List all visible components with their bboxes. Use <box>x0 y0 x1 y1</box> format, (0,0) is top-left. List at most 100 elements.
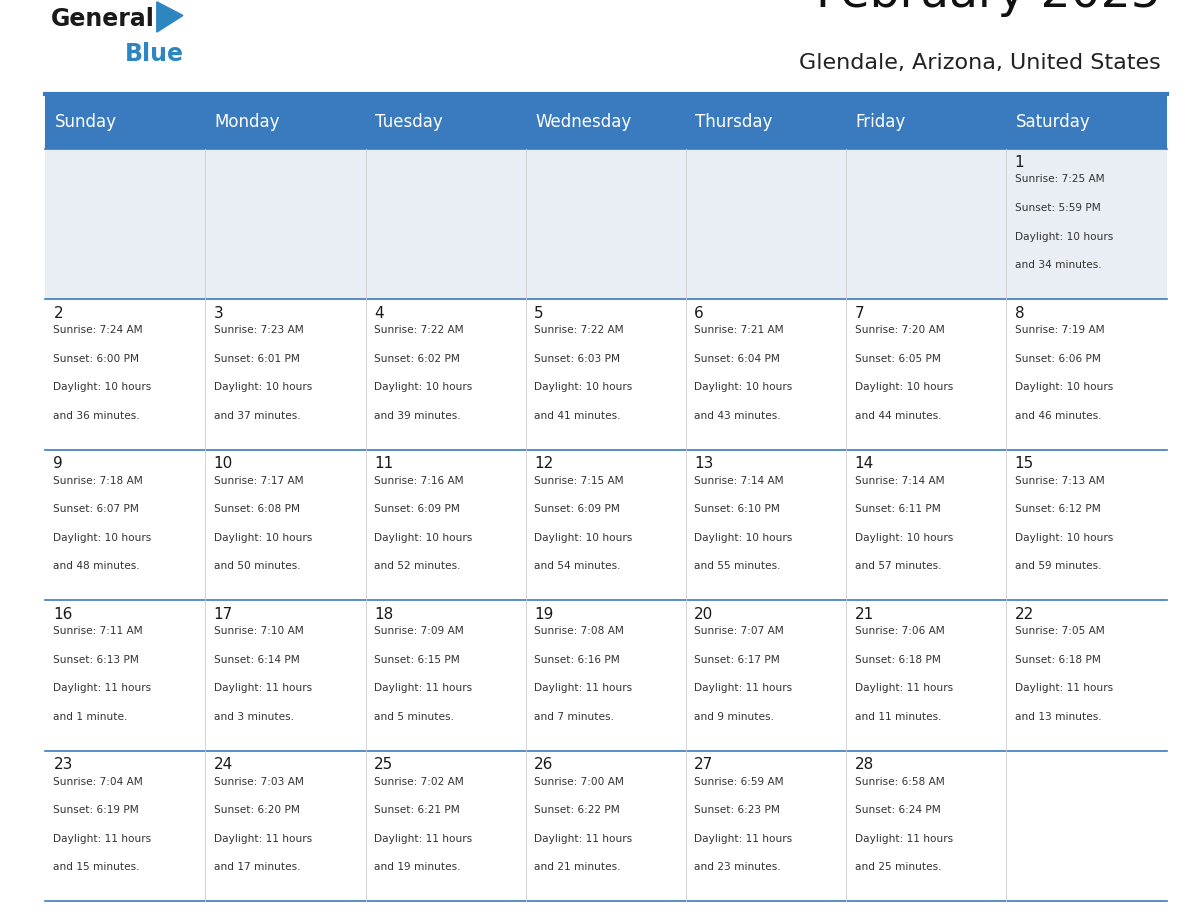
Text: 26: 26 <box>535 757 554 772</box>
Text: and 52 minutes.: and 52 minutes. <box>374 561 461 571</box>
Text: Sunrise: 7:00 AM: Sunrise: 7:00 AM <box>535 777 624 787</box>
Text: 27: 27 <box>694 757 714 772</box>
Text: Daylight: 10 hours: Daylight: 10 hours <box>214 532 312 543</box>
Text: Sunrise: 7:17 AM: Sunrise: 7:17 AM <box>214 476 303 486</box>
Text: Daylight: 10 hours: Daylight: 10 hours <box>1015 231 1113 241</box>
Text: Daylight: 10 hours: Daylight: 10 hours <box>535 382 632 392</box>
Text: February 2025: February 2025 <box>816 0 1161 17</box>
Text: Sunrise: 6:58 AM: Sunrise: 6:58 AM <box>854 777 944 787</box>
Text: and 57 minutes.: and 57 minutes. <box>854 561 941 571</box>
Text: Sunset: 6:04 PM: Sunset: 6:04 PM <box>694 353 781 364</box>
Text: 11: 11 <box>374 456 393 471</box>
Text: and 34 minutes.: and 34 minutes. <box>1015 260 1101 270</box>
Text: Sunset: 6:01 PM: Sunset: 6:01 PM <box>214 353 299 364</box>
Text: 6: 6 <box>694 306 704 320</box>
Text: Sunset: 6:05 PM: Sunset: 6:05 PM <box>854 353 941 364</box>
Text: and 13 minutes.: and 13 minutes. <box>1015 711 1101 722</box>
Text: Sunrise: 7:14 AM: Sunrise: 7:14 AM <box>694 476 784 486</box>
Text: and 11 minutes.: and 11 minutes. <box>854 711 941 722</box>
Text: Daylight: 11 hours: Daylight: 11 hours <box>374 683 472 693</box>
Text: and 50 minutes.: and 50 minutes. <box>214 561 301 571</box>
Text: Sunrise: 7:14 AM: Sunrise: 7:14 AM <box>854 476 944 486</box>
Text: Sunset: 6:10 PM: Sunset: 6:10 PM <box>694 504 781 514</box>
Text: Daylight: 11 hours: Daylight: 11 hours <box>214 683 311 693</box>
Text: Sunset: 6:11 PM: Sunset: 6:11 PM <box>854 504 940 514</box>
Text: 23: 23 <box>53 757 72 772</box>
Text: Sunset: 6:00 PM: Sunset: 6:00 PM <box>53 353 139 364</box>
Text: Daylight: 10 hours: Daylight: 10 hours <box>53 532 152 543</box>
Text: 15: 15 <box>1015 456 1034 471</box>
Text: Sunset: 6:20 PM: Sunset: 6:20 PM <box>214 805 299 815</box>
Text: Saturday: Saturday <box>1016 113 1091 131</box>
Text: 16: 16 <box>53 607 72 621</box>
Text: Glendale, Arizona, United States: Glendale, Arizona, United States <box>798 52 1161 73</box>
Text: Sunrise: 7:24 AM: Sunrise: 7:24 AM <box>53 325 143 335</box>
Text: Daylight: 11 hours: Daylight: 11 hours <box>694 683 792 693</box>
Text: Sunrise: 7:25 AM: Sunrise: 7:25 AM <box>1015 174 1105 185</box>
Text: Sunrise: 7:16 AM: Sunrise: 7:16 AM <box>374 476 463 486</box>
Text: Sunset: 6:03 PM: Sunset: 6:03 PM <box>535 353 620 364</box>
Text: Sunrise: 7:21 AM: Sunrise: 7:21 AM <box>694 325 784 335</box>
Text: and 9 minutes.: and 9 minutes. <box>694 711 775 722</box>
Bar <box>45 450 1167 600</box>
Text: Daylight: 10 hours: Daylight: 10 hours <box>53 382 152 392</box>
Text: and 59 minutes.: and 59 minutes. <box>1015 561 1101 571</box>
Text: 20: 20 <box>694 607 714 621</box>
Text: Daylight: 11 hours: Daylight: 11 hours <box>53 834 152 844</box>
Text: Daylight: 10 hours: Daylight: 10 hours <box>854 532 953 543</box>
Text: Sunset: 6:16 PM: Sunset: 6:16 PM <box>535 655 620 665</box>
Text: and 7 minutes.: and 7 minutes. <box>535 711 614 722</box>
Text: 28: 28 <box>854 757 873 772</box>
Text: Daylight: 11 hours: Daylight: 11 hours <box>854 683 953 693</box>
Bar <box>45 149 1167 299</box>
Text: and 48 minutes.: and 48 minutes. <box>53 561 140 571</box>
Text: and 46 minutes.: and 46 minutes. <box>1015 410 1101 420</box>
Text: Blue: Blue <box>125 42 184 66</box>
Text: Sunset: 6:23 PM: Sunset: 6:23 PM <box>694 805 781 815</box>
Text: Sunrise: 7:13 AM: Sunrise: 7:13 AM <box>1015 476 1105 486</box>
Text: Daylight: 11 hours: Daylight: 11 hours <box>535 683 632 693</box>
Text: Sunrise: 7:03 AM: Sunrise: 7:03 AM <box>214 777 304 787</box>
Text: and 44 minutes.: and 44 minutes. <box>854 410 941 420</box>
Text: Sunset: 6:08 PM: Sunset: 6:08 PM <box>214 504 299 514</box>
Text: and 41 minutes.: and 41 minutes. <box>535 410 620 420</box>
Bar <box>45 95 1167 149</box>
Text: and 54 minutes.: and 54 minutes. <box>535 561 620 571</box>
Text: 4: 4 <box>374 306 384 320</box>
Text: Monday: Monday <box>215 113 280 131</box>
Text: Sunrise: 7:10 AM: Sunrise: 7:10 AM <box>214 626 303 636</box>
Text: and 39 minutes.: and 39 minutes. <box>374 410 461 420</box>
Text: 13: 13 <box>694 456 714 471</box>
Text: Sunrise: 7:20 AM: Sunrise: 7:20 AM <box>854 325 944 335</box>
Text: Daylight: 10 hours: Daylight: 10 hours <box>854 382 953 392</box>
Text: and 1 minute.: and 1 minute. <box>53 711 128 722</box>
Text: Friday: Friday <box>855 113 906 131</box>
Text: Sunrise: 7:02 AM: Sunrise: 7:02 AM <box>374 777 463 787</box>
Text: and 25 minutes.: and 25 minutes. <box>854 862 941 872</box>
Text: 5: 5 <box>535 306 544 320</box>
Text: General: General <box>51 7 154 31</box>
Text: Daylight: 10 hours: Daylight: 10 hours <box>535 532 632 543</box>
Text: Sunset: 6:12 PM: Sunset: 6:12 PM <box>1015 504 1100 514</box>
Text: Sunset: 6:18 PM: Sunset: 6:18 PM <box>854 655 941 665</box>
Text: 24: 24 <box>214 757 233 772</box>
Text: Sunrise: 7:07 AM: Sunrise: 7:07 AM <box>694 626 784 636</box>
Text: Daylight: 10 hours: Daylight: 10 hours <box>694 382 792 392</box>
Text: and 36 minutes.: and 36 minutes. <box>53 410 140 420</box>
Polygon shape <box>157 2 183 32</box>
Text: Sunrise: 7:18 AM: Sunrise: 7:18 AM <box>53 476 144 486</box>
Text: 12: 12 <box>535 456 554 471</box>
Text: Sunrise: 7:09 AM: Sunrise: 7:09 AM <box>374 626 463 636</box>
Text: 9: 9 <box>53 456 63 471</box>
Text: Sunrise: 7:19 AM: Sunrise: 7:19 AM <box>1015 325 1105 335</box>
Text: Sunset: 6:19 PM: Sunset: 6:19 PM <box>53 805 139 815</box>
Text: and 3 minutes.: and 3 minutes. <box>214 711 293 722</box>
Text: Sunset: 6:22 PM: Sunset: 6:22 PM <box>535 805 620 815</box>
Text: Daylight: 11 hours: Daylight: 11 hours <box>1015 683 1113 693</box>
Text: Sunset: 6:17 PM: Sunset: 6:17 PM <box>694 655 781 665</box>
Text: Sunset: 5:59 PM: Sunset: 5:59 PM <box>1015 203 1100 213</box>
Text: and 55 minutes.: and 55 minutes. <box>694 561 781 571</box>
Text: Sunrise: 7:08 AM: Sunrise: 7:08 AM <box>535 626 624 636</box>
Text: Sunset: 6:18 PM: Sunset: 6:18 PM <box>1015 655 1100 665</box>
Text: Sunrise: 7:05 AM: Sunrise: 7:05 AM <box>1015 626 1105 636</box>
